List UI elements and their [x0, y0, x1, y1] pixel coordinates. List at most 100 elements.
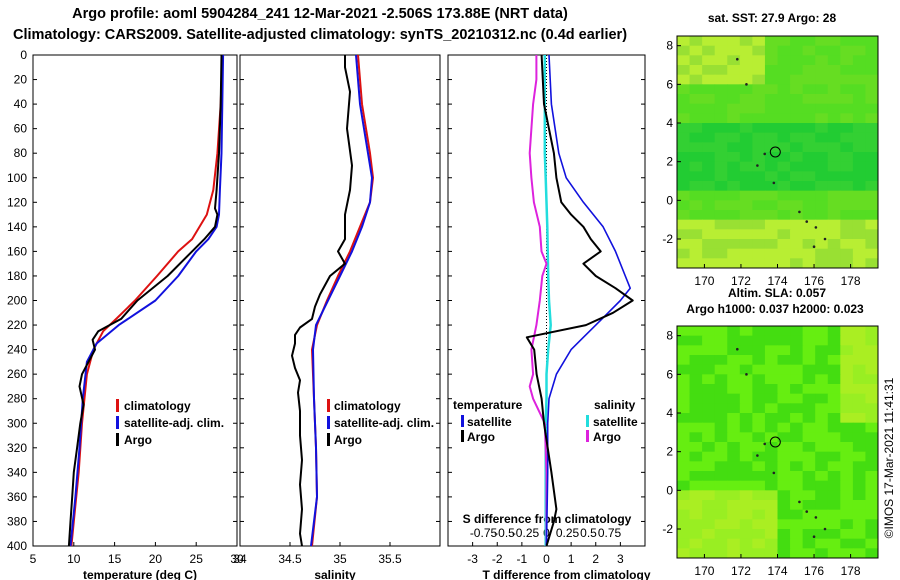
sst-map-cell: [852, 258, 866, 269]
sst-map-cell: [739, 132, 753, 143]
sst-map-cell: [677, 123, 691, 134]
sla-map-cell: [714, 384, 728, 395]
sla-map-cell: [865, 490, 879, 501]
sst-map-cell: [802, 210, 816, 221]
temperature-satellite-difference-series: [545, 54, 632, 547]
sst-map-cell: [802, 84, 816, 95]
temperature-legend-swatch: [116, 416, 119, 429]
sst-map-cell: [702, 142, 716, 153]
depth-tick-label: 180: [7, 269, 27, 283]
salinity-difference-legend-swatch: [586, 415, 589, 427]
sst-map-cell: [739, 200, 753, 211]
sst-map-cell: [865, 181, 879, 192]
sla-map-cell: [764, 509, 778, 520]
sst-map-cell: [714, 84, 728, 95]
sst-map-cell: [777, 74, 791, 85]
sla-map-cell: [815, 461, 829, 472]
sst-island-mark: [736, 57, 739, 61]
sst-map-cell: [802, 74, 816, 85]
depth-tick-label: 300: [7, 416, 27, 430]
sst-map-cell: [790, 103, 804, 114]
sla-map-cell: [802, 335, 816, 346]
sla-map-cell: [739, 403, 753, 414]
sst-map-cell: [702, 65, 716, 76]
sla-map-cell: [764, 529, 778, 540]
salinity-difference-tick-label: -0.5: [494, 526, 515, 540]
sst-map-cell: [777, 123, 791, 134]
sst-map-cell: [739, 181, 753, 192]
sst-map-cell: [827, 239, 841, 250]
sla-map-cell: [802, 538, 816, 549]
sst-map-cell: [815, 258, 829, 269]
sla-map-cell: [802, 326, 816, 337]
sst-map-cell: [739, 219, 753, 230]
sla-map-cell: [852, 345, 866, 356]
sla-map-cell: [702, 355, 716, 366]
sla-map-cell: [840, 364, 854, 375]
sla-map-cell: [739, 384, 753, 395]
sla-map-cell: [802, 490, 816, 501]
sla-map-cell: [764, 384, 778, 395]
sla-map-cell: [714, 529, 728, 540]
sst-map-cell: [777, 113, 791, 124]
sst-map-cell: [677, 210, 691, 221]
sla-map-cell: [689, 403, 703, 414]
sst-map-cell: [689, 152, 703, 163]
sla-map-cell: [702, 509, 716, 520]
salinity-x-tick-label: 35: [333, 552, 347, 566]
sla-map-cell: [677, 529, 691, 540]
sla-map-cell: [752, 451, 766, 462]
sst-map-cell: [840, 103, 854, 114]
sla-map-cell: [852, 384, 866, 395]
sst-map-cell: [714, 65, 728, 76]
sla-map-cell: [827, 326, 841, 337]
sst-map-cell: [752, 132, 766, 143]
sst-map-cell: [689, 55, 703, 66]
sst-map-cell: [714, 36, 728, 47]
sst-map-cell: [727, 161, 741, 172]
sst-map-cell: [777, 103, 791, 114]
temperature-series-argo: [67, 54, 223, 547]
temperature-legend-swatch: [116, 399, 119, 412]
sst-map-cell: [677, 258, 691, 269]
sst-map-cell: [865, 161, 879, 172]
temperature-difference-legend-swatch: [461, 415, 464, 427]
sla-map-cell: [702, 422, 716, 433]
sst-map-cell: [802, 248, 816, 259]
sla-map-cell: [714, 490, 728, 501]
sla-map-cell: [689, 509, 703, 520]
sst-map-cell: [714, 229, 728, 240]
sst-map-cell: [727, 152, 741, 163]
sst-map-cell: [802, 65, 816, 76]
sst-map-cell: [827, 142, 841, 153]
depth-tick-label: 400: [7, 539, 27, 553]
sla-map-cell: [790, 355, 804, 366]
sst-map-cell: [827, 200, 841, 211]
sla-map-cell: [764, 403, 778, 414]
sst-map-cell: [727, 113, 741, 124]
sst-map-cell: [827, 94, 841, 105]
sst-map-cell: [714, 94, 728, 105]
sla-map-cell: [677, 413, 691, 424]
temperature-legend-label: satellite-adj. clim.: [124, 416, 224, 430]
sla-map-cell: [790, 403, 804, 414]
sla-map-cell: [777, 384, 791, 395]
sst-map-cell: [852, 161, 866, 172]
sst-map-cell: [752, 161, 766, 172]
sla-map-cell: [840, 529, 854, 540]
salinity-panel-frame: [239, 54, 441, 547]
sst-map-cell: [752, 103, 766, 114]
sst-map-cell: [865, 200, 879, 211]
sla-map-cell: [840, 471, 854, 482]
sla-map-cell: [689, 519, 703, 530]
sla-map-cell: [702, 490, 716, 501]
sst-map-cell: [852, 200, 866, 211]
sst-map-cell: [865, 123, 879, 134]
difference-x-tick-label: 1: [568, 552, 575, 566]
sst-map-cell: [852, 210, 866, 221]
sla-map-cell: [727, 345, 741, 356]
sla-map-cell: [777, 519, 791, 530]
sla-map-cell: [752, 384, 766, 395]
salinity-legend-label: satellite-adj. clim.: [334, 416, 434, 430]
sla-map-cell: [752, 355, 766, 366]
